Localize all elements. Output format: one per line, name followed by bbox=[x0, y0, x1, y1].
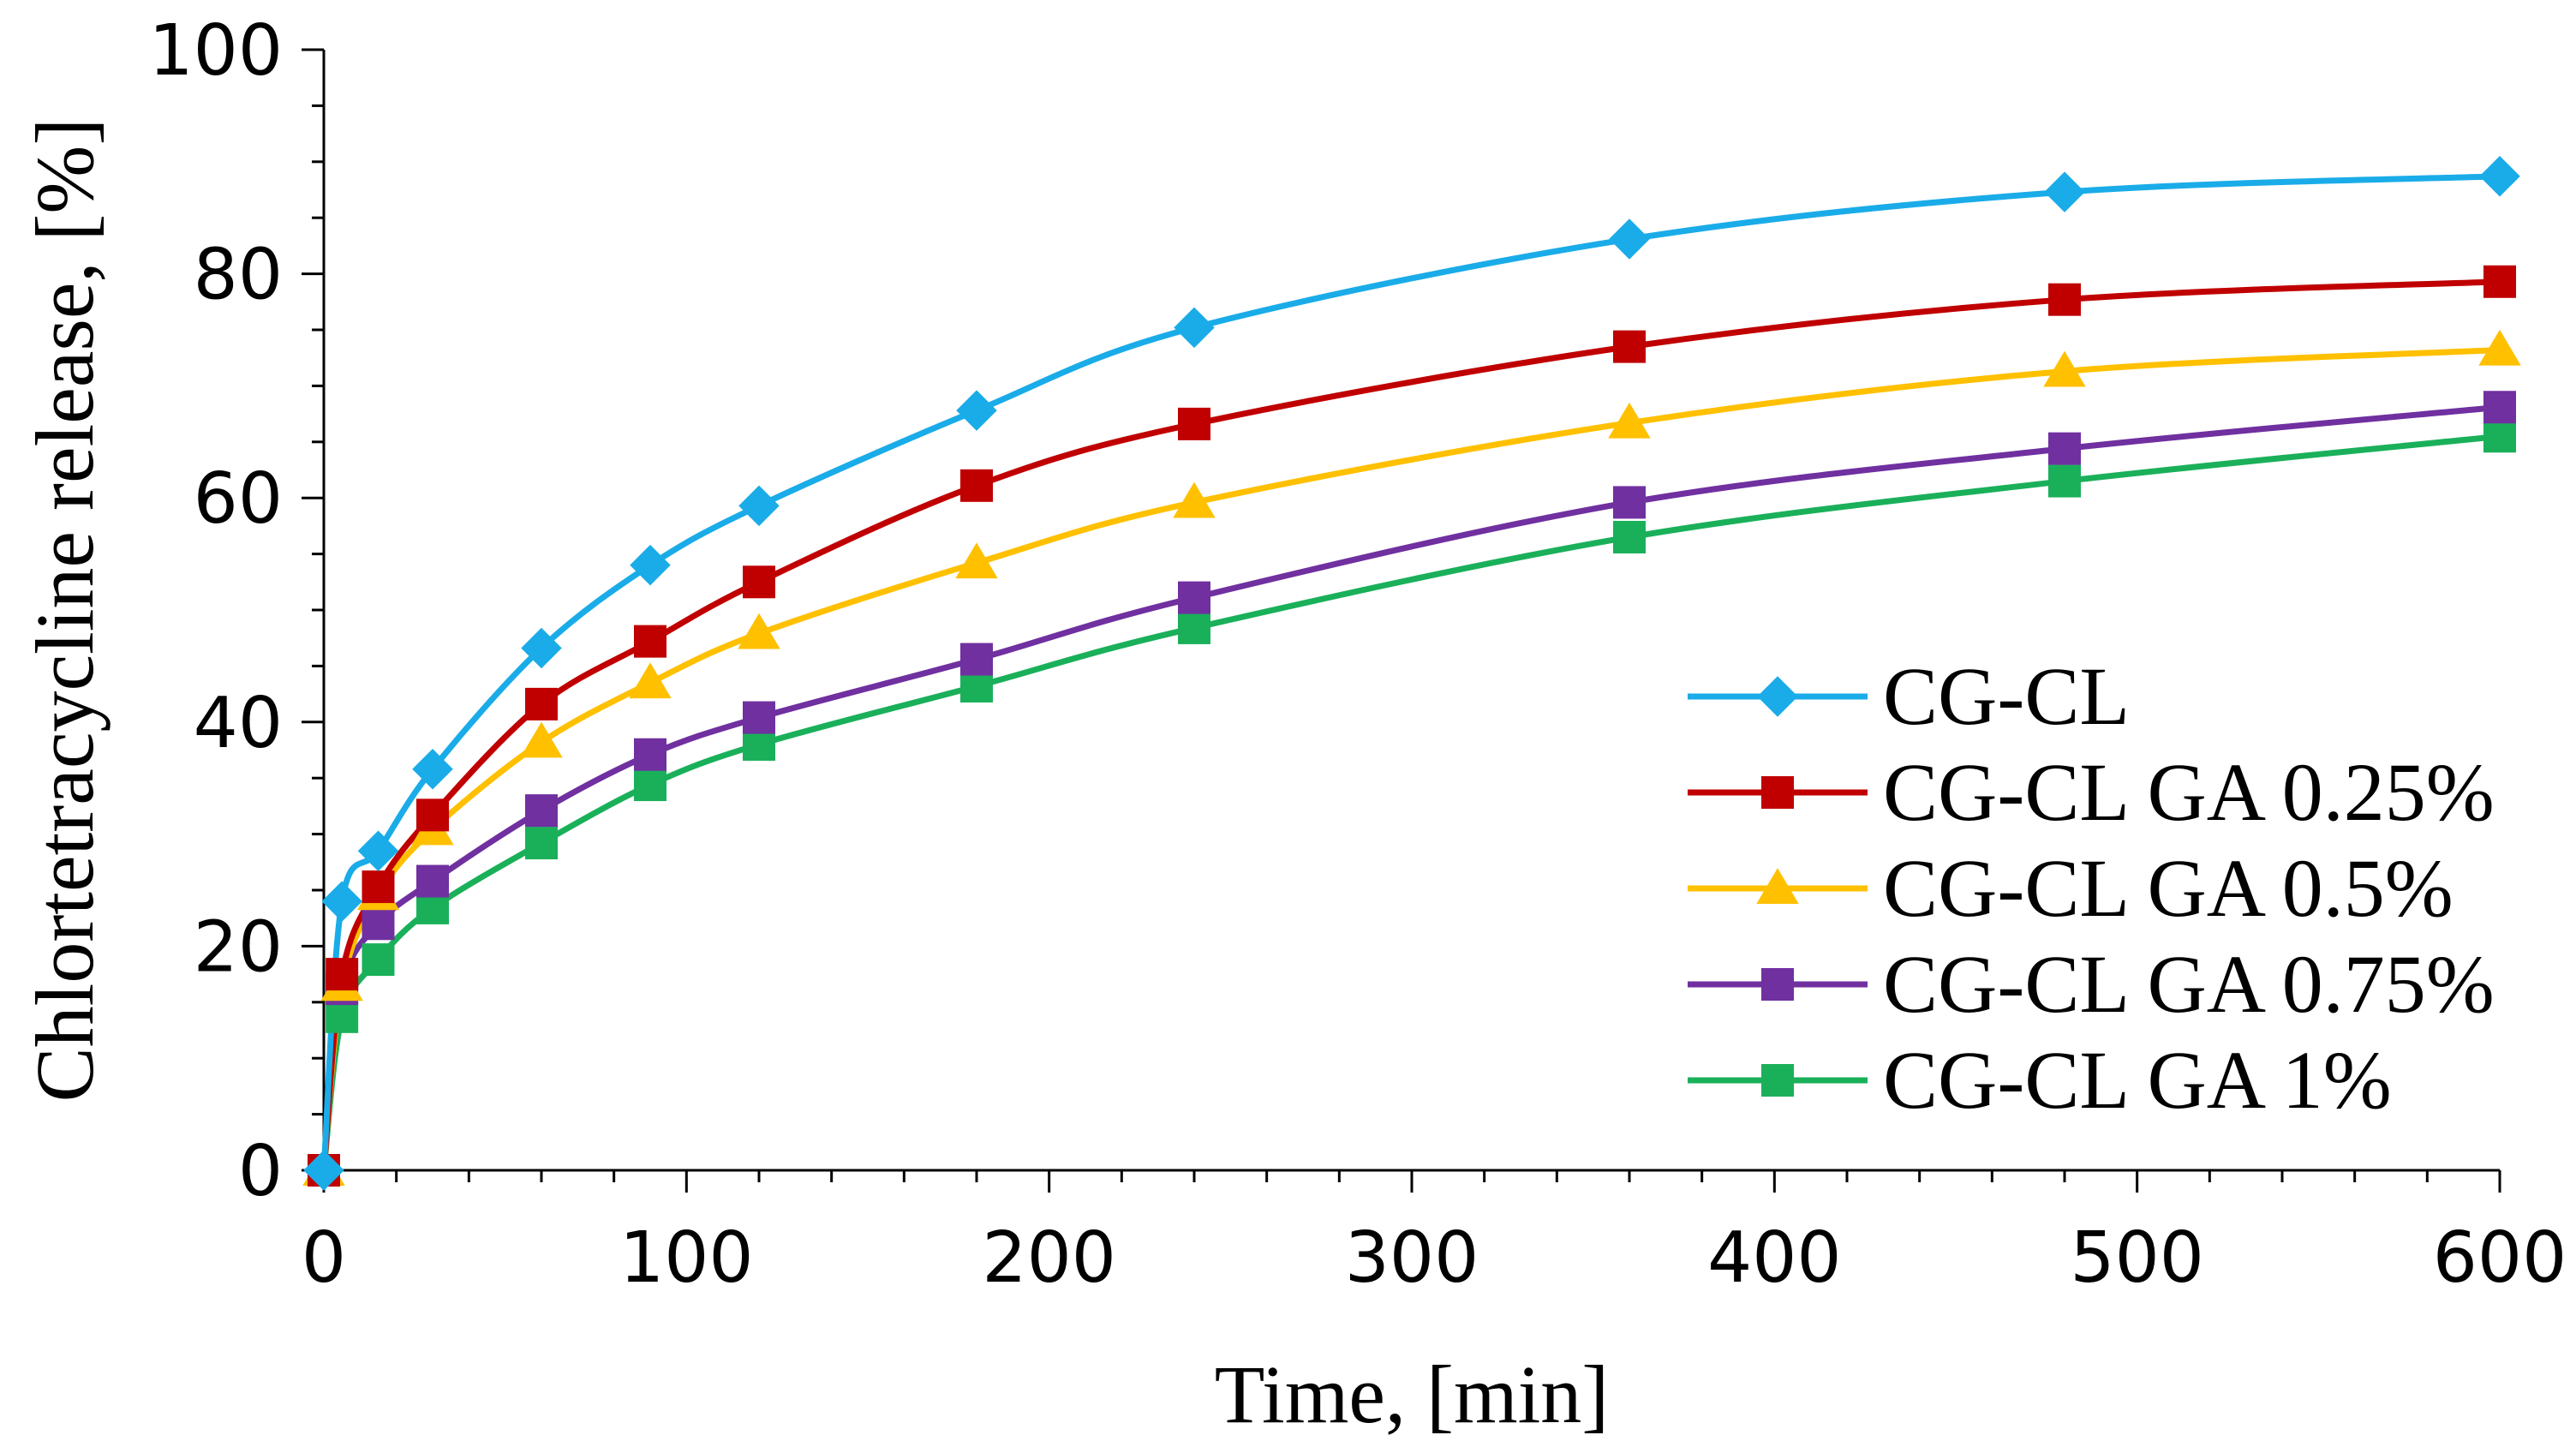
data-point bbox=[416, 864, 449, 898]
data-point bbox=[1173, 481, 1216, 518]
data-point bbox=[521, 627, 562, 669]
x-axis-title: Time, [min] bbox=[1215, 1348, 1610, 1440]
data-point bbox=[738, 613, 780, 649]
y-tick-label: 80 bbox=[194, 235, 283, 316]
data-point bbox=[1174, 307, 1215, 349]
y-axis-title: Chlortetracycline release, [%] bbox=[19, 118, 111, 1103]
data-point bbox=[357, 830, 399, 871]
data-point bbox=[960, 643, 993, 676]
data-point bbox=[1613, 486, 1646, 519]
y-tick-label: 20 bbox=[194, 906, 283, 988]
legend-item-cg-cl-ga-0-75: CG-CL GA 0.75% bbox=[1688, 938, 2495, 1030]
data-point bbox=[629, 662, 672, 699]
data-point bbox=[412, 748, 453, 790]
data-point bbox=[303, 1150, 344, 1191]
data-point bbox=[2478, 329, 2521, 366]
data-point bbox=[321, 881, 362, 922]
data-point bbox=[2043, 350, 2086, 387]
data-point bbox=[634, 738, 666, 771]
x-tick-label: 200 bbox=[982, 1217, 1116, 1299]
data-point bbox=[955, 542, 998, 579]
data-point bbox=[2048, 283, 2081, 316]
data-point bbox=[525, 827, 558, 860]
data-point bbox=[634, 768, 666, 802]
data-point bbox=[326, 958, 359, 991]
data-point bbox=[362, 870, 395, 904]
x-tick-label: 500 bbox=[2070, 1217, 2204, 1299]
legend-swatch-marker bbox=[1761, 1064, 1794, 1097]
data-point bbox=[1608, 402, 1651, 439]
legend-item-cg-cl-ga-1: CG-CL GA 1% bbox=[1688, 1034, 2392, 1126]
legend-item-cg-cl-ga-0-25: CG-CL GA 0.25% bbox=[1688, 746, 2495, 838]
data-point bbox=[1178, 407, 1210, 440]
legend-item-cg-cl: CG-CL bbox=[1688, 650, 2130, 742]
data-point bbox=[416, 798, 449, 832]
y-tick-label: 100 bbox=[148, 10, 283, 92]
data-point bbox=[1613, 520, 1646, 553]
x-tick-label: 100 bbox=[619, 1217, 754, 1299]
data-point bbox=[743, 565, 775, 599]
legend-item-cg-cl-ga-0-5: CG-CL GA 0.5% bbox=[1688, 842, 2453, 934]
series-points-cg-cl bbox=[303, 156, 2520, 1191]
data-point bbox=[630, 544, 671, 586]
data-point bbox=[362, 943, 395, 977]
legend-label: CG-CL GA 0.25% bbox=[1883, 746, 2495, 838]
legend-swatch-marker bbox=[1757, 676, 1798, 717]
legend-label: CG-CL GA 0.5% bbox=[1883, 842, 2453, 934]
data-point bbox=[525, 794, 558, 828]
data-point bbox=[743, 701, 775, 734]
x-tick-label: 400 bbox=[1707, 1217, 1842, 1299]
data-point bbox=[326, 1000, 359, 1033]
data-point bbox=[520, 721, 563, 758]
x-tick-label: 0 bbox=[302, 1217, 346, 1299]
series-line-cg-cl-ga-1 bbox=[320, 433, 2501, 1171]
y-tick-label: 0 bbox=[238, 1131, 283, 1212]
legend-swatch-marker bbox=[1761, 968, 1794, 1001]
data-point bbox=[2048, 432, 2081, 465]
data-point bbox=[738, 485, 780, 527]
data-point bbox=[2479, 156, 2520, 197]
data-point bbox=[1613, 330, 1646, 363]
y-tick-label: 40 bbox=[194, 683, 283, 764]
series-markers bbox=[302, 156, 2521, 1191]
data-point bbox=[634, 625, 666, 658]
data-point bbox=[1178, 611, 1210, 644]
data-point bbox=[2483, 391, 2516, 424]
data-point bbox=[1609, 218, 1650, 260]
data-point bbox=[1178, 581, 1210, 614]
x-tick-label: 300 bbox=[1345, 1217, 1479, 1299]
legend-swatch-marker bbox=[1756, 868, 1799, 905]
series-points-cg-cl-ga-0-25 bbox=[308, 265, 2516, 1187]
data-point bbox=[525, 687, 558, 721]
axes: 0 20 40 60 80 100 0 100 200 300 400 500 600 bbox=[148, 10, 2567, 1299]
legend-label: CG-CL bbox=[1883, 650, 2130, 742]
data-point bbox=[956, 390, 997, 431]
data-point bbox=[2048, 464, 2081, 498]
x-tick-label: 600 bbox=[2433, 1217, 2567, 1299]
data-point bbox=[2483, 420, 2516, 453]
y-tick-label: 60 bbox=[194, 458, 283, 540]
legend-label: CG-CL GA 0.75% bbox=[1883, 938, 2495, 1030]
data-point bbox=[960, 469, 993, 502]
data-point bbox=[2044, 171, 2085, 212]
data-point bbox=[2483, 265, 2516, 298]
legend-label: CG-CL GA 1% bbox=[1883, 1034, 2392, 1126]
legend-swatch-marker bbox=[1761, 776, 1794, 809]
data-point bbox=[362, 907, 395, 941]
